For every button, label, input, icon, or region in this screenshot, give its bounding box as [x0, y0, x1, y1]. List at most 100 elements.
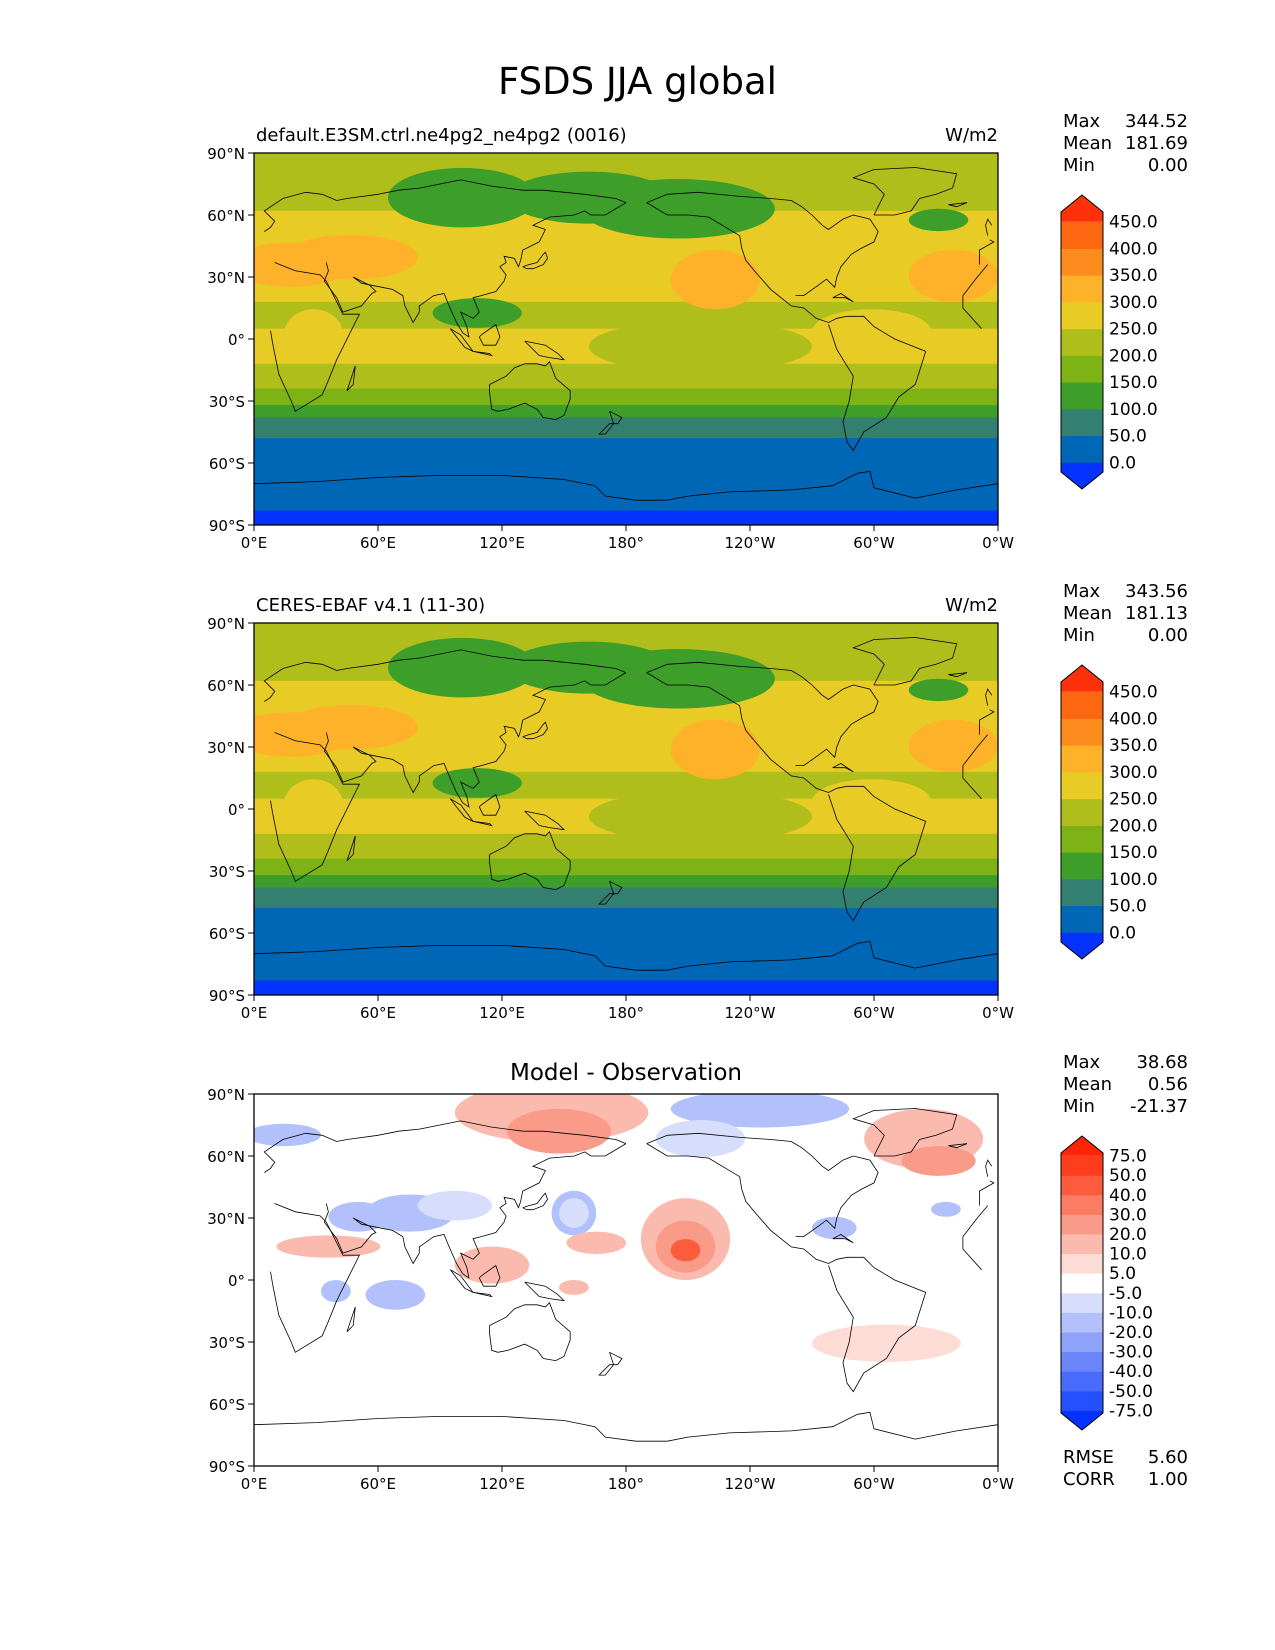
field-contour-region: [559, 1280, 589, 1295]
coastline: [254, 940, 998, 971]
colorbar-segment: [1061, 382, 1103, 410]
panel-units: W/m2: [945, 595, 998, 616]
field-contour-region: [812, 779, 932, 824]
lon-tick-label: 120°E: [479, 1004, 525, 1022]
map-area: [254, 623, 998, 995]
coastline: [985, 1159, 993, 1177]
lat-tick-label: 0°: [228, 1272, 245, 1290]
coastline: [478, 323, 501, 346]
coastline: [270, 732, 989, 882]
lon-tick-label: 120°W: [725, 534, 776, 552]
latitude-axis: 90°N 60°N 30°N 0° 30°S 60°S 90°S: [207, 1086, 254, 1476]
field-contour-region: [931, 1201, 961, 1217]
colorbar-segment: [1061, 328, 1103, 356]
field-latitude-band: [254, 438, 998, 512]
colorbar-segment: [1061, 771, 1103, 800]
field-contour-region: [670, 249, 760, 310]
stat-value: 1.00: [1148, 1469, 1188, 1490]
coastline: [346, 1306, 356, 1332]
colorbar-segment: [1061, 825, 1103, 853]
colorbar-label: 200.0: [1109, 346, 1158, 366]
lat-tick-label: 30°S: [209, 863, 245, 881]
stat-label: Mean: [1063, 133, 1112, 154]
coastline: [522, 721, 548, 740]
colorbar-label: 150.0: [1109, 373, 1158, 393]
map-area: [254, 153, 998, 525]
colorbar-label: 100.0: [1109, 400, 1158, 420]
coastline: [524, 340, 566, 361]
colorbar-label: 350.0: [1109, 736, 1158, 756]
longitude-axis: 0°E 60°E 120°E 180° 120°W 60°W 0°W: [241, 995, 1014, 1022]
coastline: [263, 649, 995, 735]
lat-tick-label: 30°S: [209, 393, 245, 411]
colorbar-segment: [1061, 1194, 1103, 1215]
coastline: [478, 793, 501, 816]
coastline: [646, 1143, 927, 1393]
stats-block: Max 343.56 Mean 181.13 Min 0.00: [1063, 581, 1188, 646]
colorbar-label: -75.0: [1109, 1401, 1153, 1421]
colorbar-segment: [1061, 932, 1103, 959]
coastline: [270, 262, 989, 412]
colorbar-label: 250.0: [1109, 320, 1158, 340]
field-contour-region: [417, 1190, 493, 1221]
field-latitude-band: [254, 833, 998, 860]
colorbar-segment: [1061, 1253, 1103, 1274]
colorbar-outline: [1060, 1135, 1104, 1431]
stats-block: Max 344.52 Mean 181.69 Min 0.00: [1063, 111, 1188, 176]
colorbar-label: 400.0: [1109, 709, 1158, 729]
field-contour-region: [254, 1123, 321, 1147]
colorbar-label: -30.0: [1109, 1343, 1153, 1363]
colorbar-outline: [1060, 664, 1104, 960]
stat-value: 5.60: [1148, 1447, 1188, 1468]
coastline: [489, 360, 571, 421]
lat-tick-label: 60°S: [209, 1396, 245, 1414]
field-contour-region: [908, 249, 998, 302]
field-contour-region: [365, 1280, 426, 1310]
coastline: [832, 763, 854, 773]
stat-value: 181.13: [1125, 603, 1188, 624]
coastline: [646, 191, 879, 296]
colorbar-segment: [1061, 435, 1103, 463]
coastline: [254, 470, 998, 501]
coastline: [473, 1292, 494, 1298]
coastline: [832, 293, 854, 303]
lat-tick-label: 90°N: [207, 615, 245, 633]
lon-tick-label: 120°W: [725, 1004, 776, 1022]
coastline: [598, 880, 623, 905]
field-contour-region: [276, 1235, 381, 1258]
stats-block: Max 38.68 Mean 0.56 Min -21.37: [1063, 1052, 1188, 1117]
colorbar-segment: [1061, 745, 1103, 773]
colorbar-segment: [1061, 1175, 1103, 1196]
colorbar-segment: [1061, 195, 1103, 222]
coastline: [489, 830, 571, 891]
field-contour-region: [812, 1324, 961, 1362]
colorbar-label: 100.0: [1109, 870, 1158, 890]
lat-tick-label: 90°N: [207, 1086, 245, 1104]
lon-tick-label: 0°E: [241, 534, 268, 552]
colorbar-segment: [1061, 798, 1103, 826]
colorbar-label: 300.0: [1109, 763, 1158, 783]
field-contour-region: [670, 1094, 850, 1128]
panel-units: W/m2: [945, 125, 998, 146]
stat-label: Max: [1063, 111, 1101, 132]
field-contour-region: [655, 1120, 746, 1158]
lon-tick-label: 60°W: [853, 1004, 895, 1022]
colorbar-label: 400.0: [1109, 239, 1158, 259]
colorbar-label: 50.0: [1109, 1166, 1147, 1186]
lat-tick-label: 60°S: [209, 455, 245, 473]
colorbar-label: -40.0: [1109, 1362, 1153, 1382]
colorbar-segment: [1061, 1292, 1103, 1313]
field-contour-region: [320, 1280, 351, 1303]
lat-tick-label: 60°S: [209, 925, 245, 943]
field-bands: [254, 623, 998, 995]
lon-tick-label: 60°E: [360, 1475, 396, 1493]
lon-tick-label: 180°: [608, 534, 644, 552]
field-latitude-band: [254, 887, 998, 909]
coastline: [852, 1108, 958, 1157]
colorbar-segment: [1061, 878, 1103, 907]
lat-tick-label: 60°N: [207, 677, 245, 695]
lat-tick-label: 90°S: [209, 987, 245, 1005]
lon-tick-label: 0°E: [241, 1475, 268, 1493]
lon-tick-label: 60°W: [853, 534, 895, 552]
colorbar-label: 20.0: [1109, 1225, 1147, 1245]
